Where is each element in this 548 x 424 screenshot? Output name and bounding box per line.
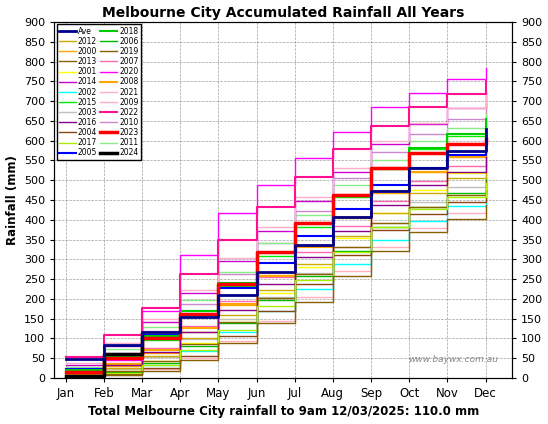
Y-axis label: Rainfall (mm): Rainfall (mm) bbox=[5, 155, 19, 245]
Title: Melbourne City Accumulated Rainfall All Years: Melbourne City Accumulated Rainfall All … bbox=[102, 6, 465, 20]
X-axis label: Total Melbourne City rainfall to 9am 12/03/2025: 110.0 mm: Total Melbourne City rainfall to 9am 12/… bbox=[88, 405, 479, 418]
Legend: Ave, 2012, 2000, 2013, 2001, 2014, 2002, 2015, 2003, 2016, 2004, 2017, 2005, 201: Ave, 2012, 2000, 2013, 2001, 2014, 2002,… bbox=[56, 25, 141, 160]
Text: www.baywx.com.au: www.baywx.com.au bbox=[409, 354, 499, 364]
